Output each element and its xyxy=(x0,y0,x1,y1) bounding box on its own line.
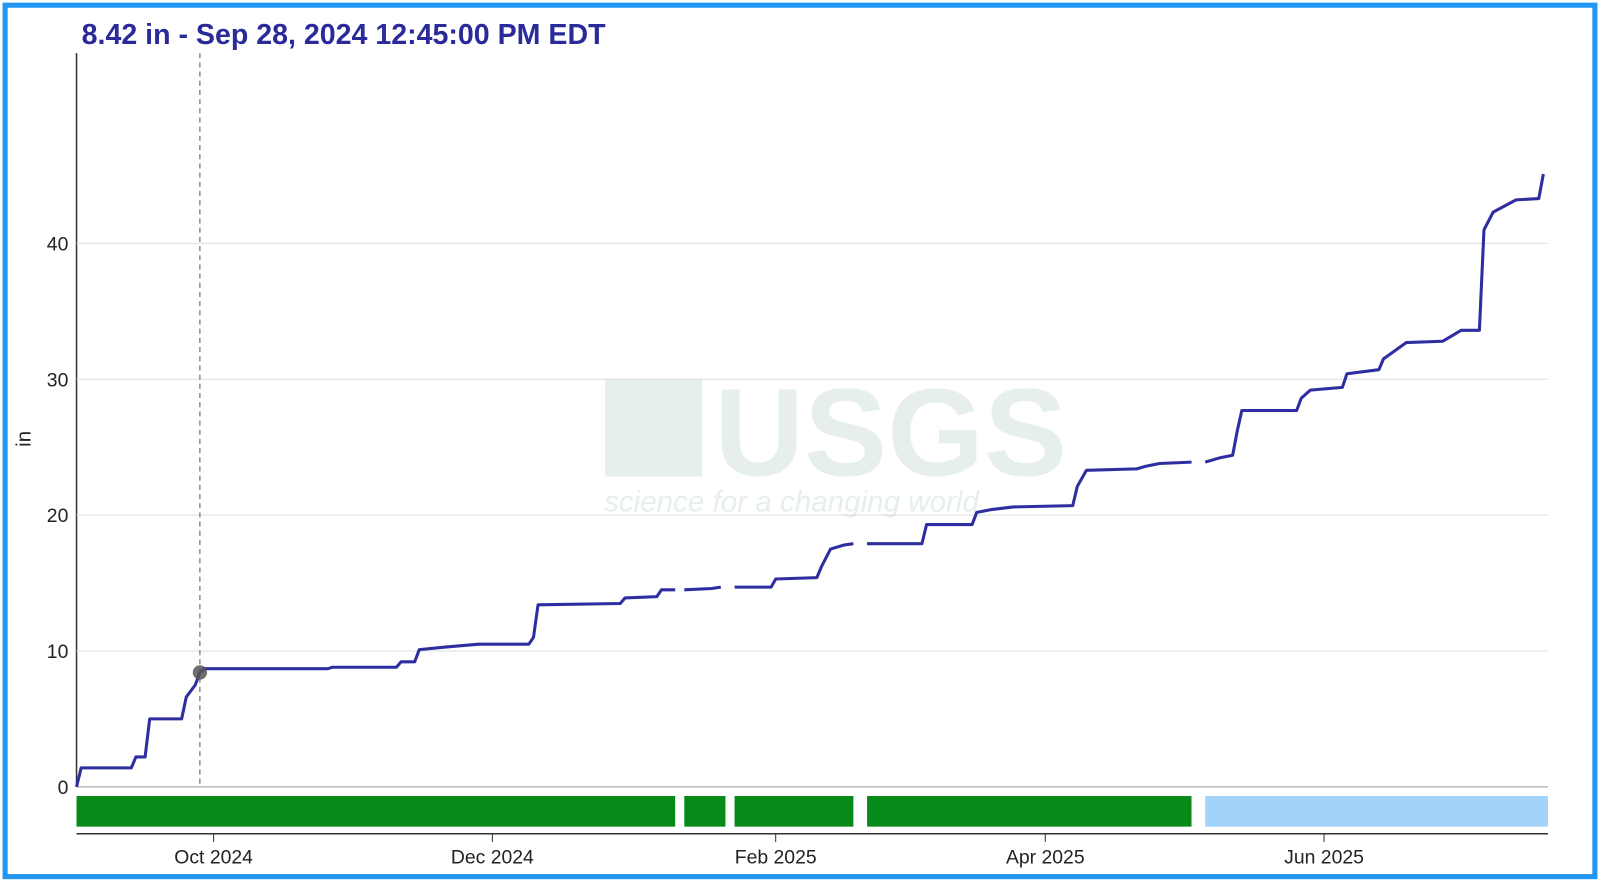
y-axis-label: in xyxy=(14,431,36,447)
status-bar xyxy=(1205,796,1548,827)
status-bar xyxy=(867,796,1192,827)
status-bar xyxy=(684,796,726,827)
status-bar xyxy=(734,796,854,827)
x-tick-label: Dec 2024 xyxy=(451,846,534,868)
frame xyxy=(2,2,1598,880)
y-tick-label: 20 xyxy=(47,505,69,527)
y-tick-label: 30 xyxy=(47,369,69,391)
x-tick-label: Jun 2025 xyxy=(1284,846,1364,868)
x-tick-label: Oct 2024 xyxy=(174,846,253,868)
y-tick-label: 40 xyxy=(47,234,69,256)
x-tick-label: Feb 2025 xyxy=(735,846,817,868)
cursor-point xyxy=(192,665,208,680)
x-tick-label: Apr 2025 xyxy=(1006,846,1085,868)
watermark-tagline: science for a changing world xyxy=(604,485,980,518)
y-tick-label: 10 xyxy=(47,641,69,663)
data-line xyxy=(75,173,1545,788)
chart-title: 8.42 in - Sep 28, 2024 12:45:00 PM EDT xyxy=(82,19,606,51)
watermark-logo xyxy=(605,378,703,477)
watermark-text: USGS xyxy=(714,364,1067,503)
y-tick-label: 0 xyxy=(58,777,69,799)
status-bar xyxy=(76,796,676,827)
